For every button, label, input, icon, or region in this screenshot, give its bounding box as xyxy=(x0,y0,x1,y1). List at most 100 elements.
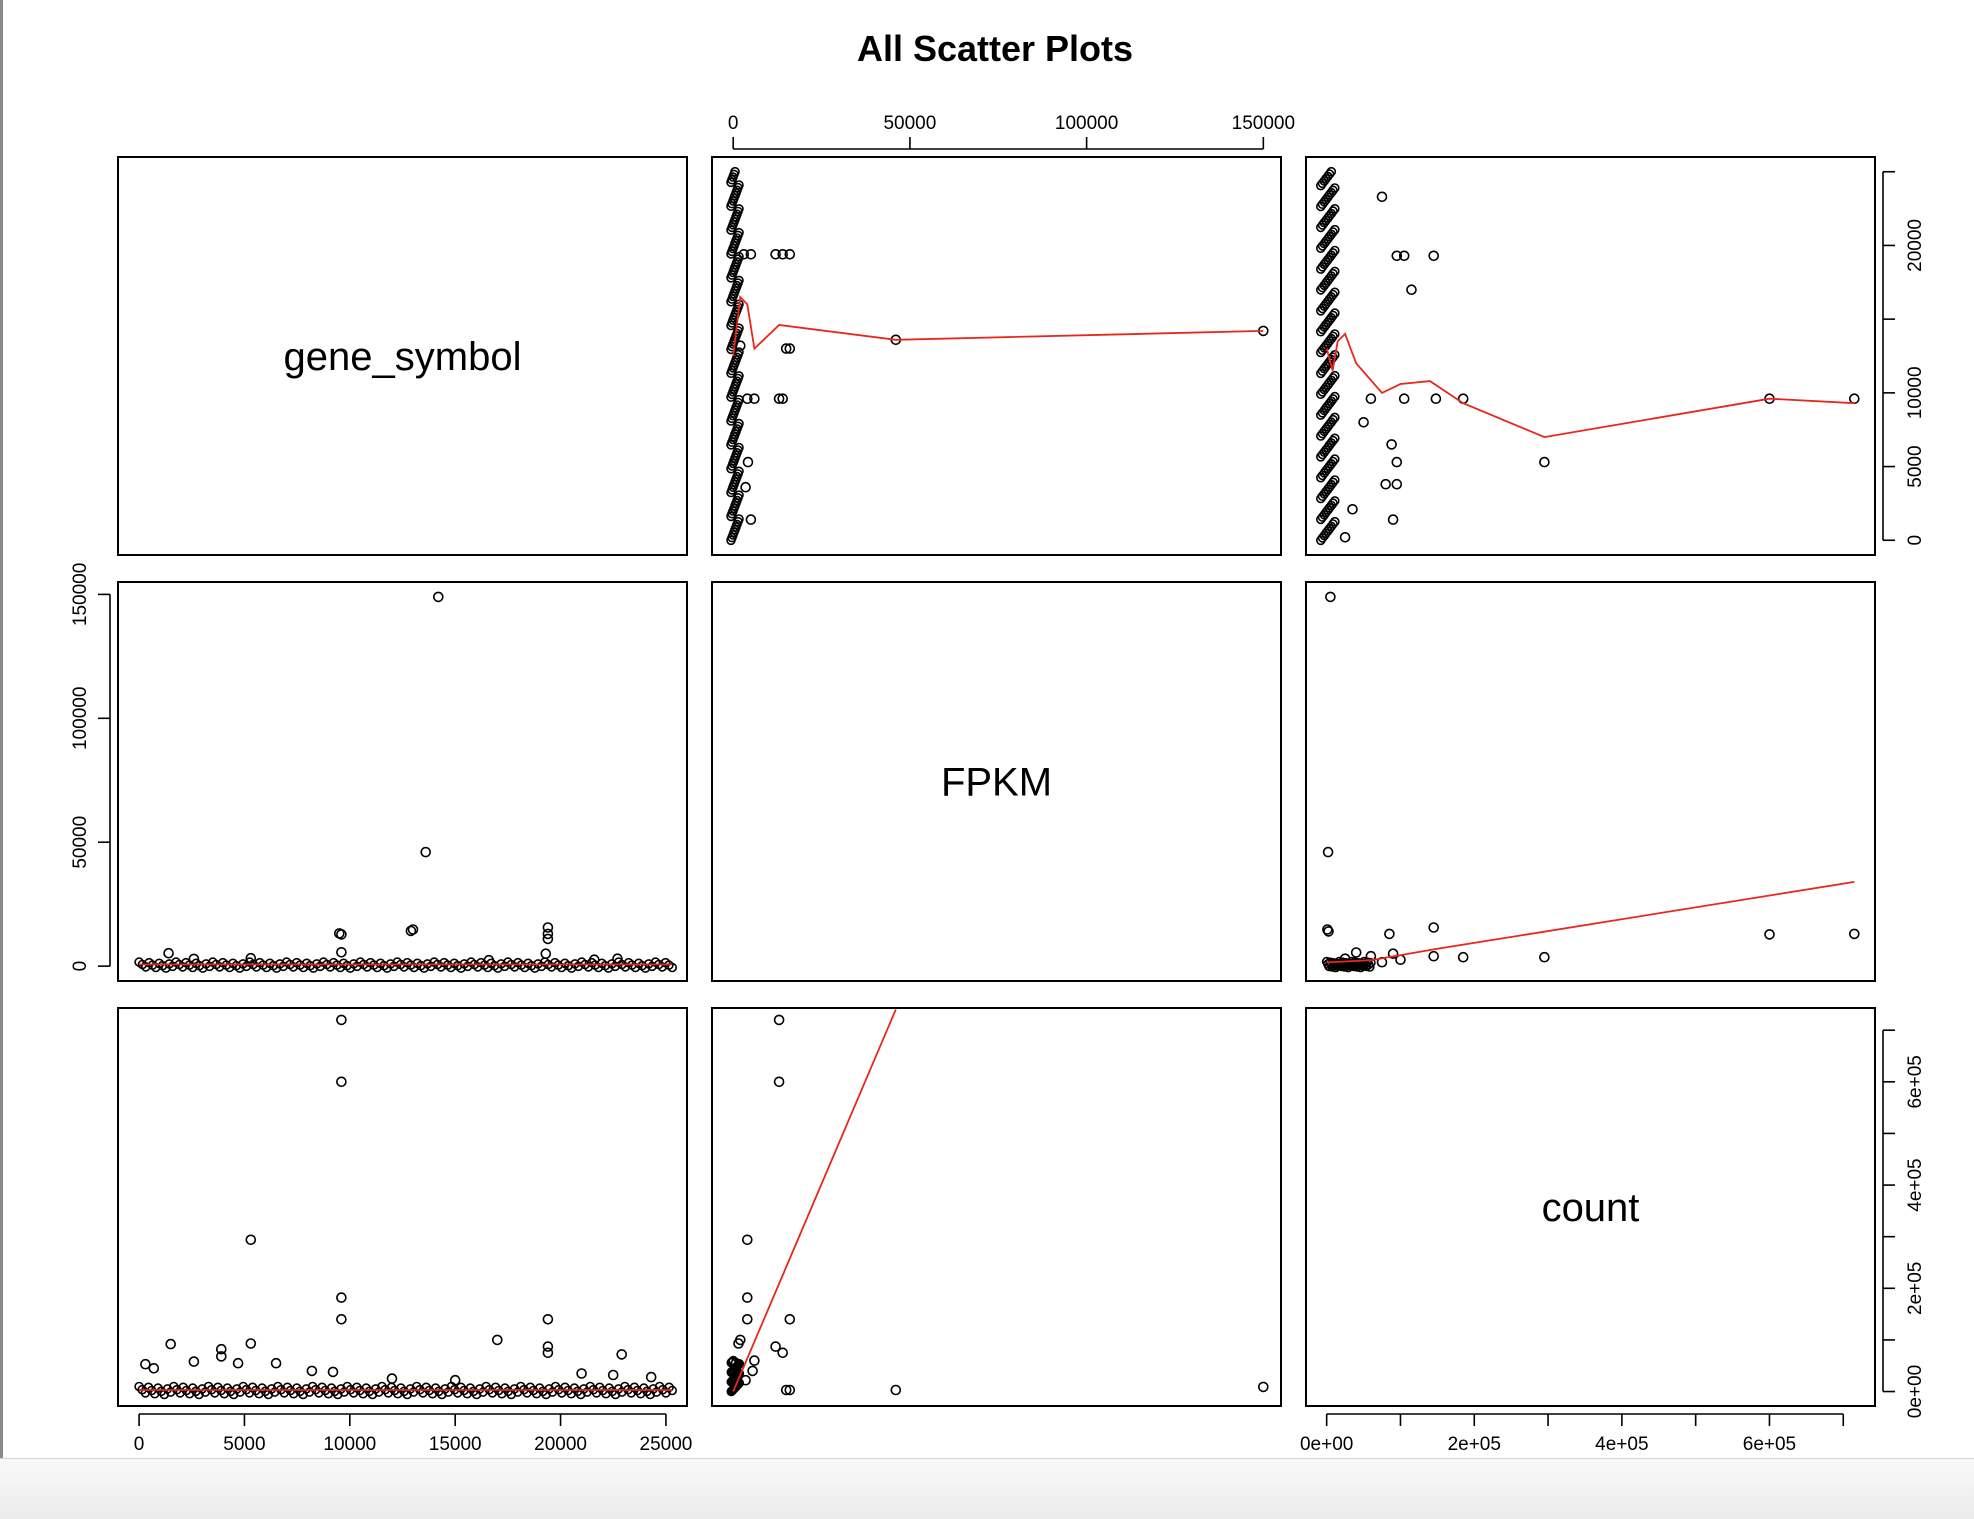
data-point xyxy=(1350,947,1362,958)
diagonal-label: FPKM xyxy=(941,761,1052,805)
data-point xyxy=(726,1357,737,1368)
x-tick-label: 10000 xyxy=(323,1434,376,1455)
data-point xyxy=(405,925,417,937)
data-point xyxy=(784,249,796,260)
chart-title: All Scatter Plots xyxy=(857,28,1133,69)
data-point xyxy=(1330,516,1340,527)
data-point xyxy=(777,1347,789,1359)
x-tick-label: 2e+05 xyxy=(1448,1434,1501,1455)
data-point xyxy=(1391,250,1403,262)
data-point xyxy=(491,1334,503,1346)
data-point xyxy=(1328,206,1338,216)
smoother-line xyxy=(732,294,1264,357)
data-point xyxy=(1330,287,1340,298)
data-point xyxy=(1764,929,1775,940)
data-point xyxy=(270,1357,282,1369)
data-point xyxy=(1328,456,1338,467)
data-point xyxy=(1380,478,1391,490)
x-tick-label: 0 xyxy=(134,1434,145,1455)
y-tick-label: 0 xyxy=(70,961,91,972)
y-tick-label: 150000 xyxy=(70,563,91,626)
data-point xyxy=(327,1366,339,1378)
data-point xyxy=(407,924,419,935)
data-point xyxy=(1386,439,1397,450)
y-tick-label: 50000 xyxy=(70,816,91,869)
panel-frame xyxy=(1305,1007,1876,1407)
data-point xyxy=(1328,268,1338,279)
data-point xyxy=(148,1363,160,1374)
data-point xyxy=(1330,183,1340,193)
data-point xyxy=(645,1371,657,1383)
panel-frame xyxy=(711,581,1282,982)
data-point xyxy=(1328,435,1338,446)
data-point xyxy=(1849,393,1860,405)
data-point xyxy=(612,953,623,965)
data-point xyxy=(1457,951,1469,963)
data-point xyxy=(1330,496,1340,506)
data-point xyxy=(616,1349,628,1360)
data-point xyxy=(1330,433,1340,444)
data-point xyxy=(734,371,744,381)
data-point xyxy=(1324,169,1335,179)
data-point xyxy=(734,340,746,352)
data-point xyxy=(1339,531,1351,543)
data-point xyxy=(1366,957,1376,968)
data-point xyxy=(607,1369,619,1381)
data-point xyxy=(749,1355,760,1366)
x-tick-label: 0 xyxy=(728,113,739,134)
data-point xyxy=(1328,498,1338,509)
data-point xyxy=(336,1314,347,1325)
y-tick-label: 10000 xyxy=(1905,366,1926,419)
panel-frame xyxy=(117,1007,688,1407)
x-tick-label: 25000 xyxy=(640,1434,693,1455)
data-point xyxy=(780,343,792,354)
data-point xyxy=(1328,373,1338,383)
data-point xyxy=(1328,477,1338,488)
data-point xyxy=(1330,475,1340,485)
x-tick-label: 150000 xyxy=(1232,113,1295,134)
data-point xyxy=(734,490,744,501)
panel-frame xyxy=(117,156,688,556)
data-point xyxy=(784,1314,796,1325)
data-point xyxy=(336,1292,347,1303)
data-point xyxy=(741,393,753,405)
data-point xyxy=(1328,394,1338,404)
data-point xyxy=(245,1338,257,1349)
data-point xyxy=(1849,928,1860,940)
data-point xyxy=(1384,928,1395,940)
data-point xyxy=(730,166,740,177)
data-point xyxy=(542,1341,554,1352)
diagonal-label: count xyxy=(1542,1186,1640,1230)
data-point xyxy=(542,933,554,945)
data-point xyxy=(188,1356,200,1367)
data-point xyxy=(1328,331,1338,342)
data-point xyxy=(1328,519,1338,529)
smoother-line xyxy=(732,1009,897,1392)
x-tick-label: 0e+00 xyxy=(1300,1434,1353,1455)
data-point xyxy=(1365,962,1375,972)
data-point xyxy=(777,249,789,260)
smoother-line xyxy=(1325,332,1855,439)
data-point xyxy=(1539,456,1550,468)
data-point xyxy=(1376,191,1388,203)
data-point xyxy=(777,393,789,405)
data-point xyxy=(1328,248,1338,258)
data-point xyxy=(747,1365,758,1377)
data-point xyxy=(1328,414,1338,425)
data-point xyxy=(1330,412,1340,423)
data-point xyxy=(784,1384,796,1396)
data-point xyxy=(738,249,750,260)
data-point xyxy=(1358,416,1369,428)
data-point xyxy=(216,1351,227,1362)
x-tick-label: 50000 xyxy=(883,113,936,134)
data-point xyxy=(1430,393,1442,405)
data-point xyxy=(333,928,345,939)
data-point xyxy=(232,1357,244,1369)
data-point xyxy=(1330,329,1340,339)
smoother-line xyxy=(1326,881,1855,964)
data-point xyxy=(1339,953,1351,965)
data-point xyxy=(1328,289,1338,300)
data-point xyxy=(542,1314,554,1325)
